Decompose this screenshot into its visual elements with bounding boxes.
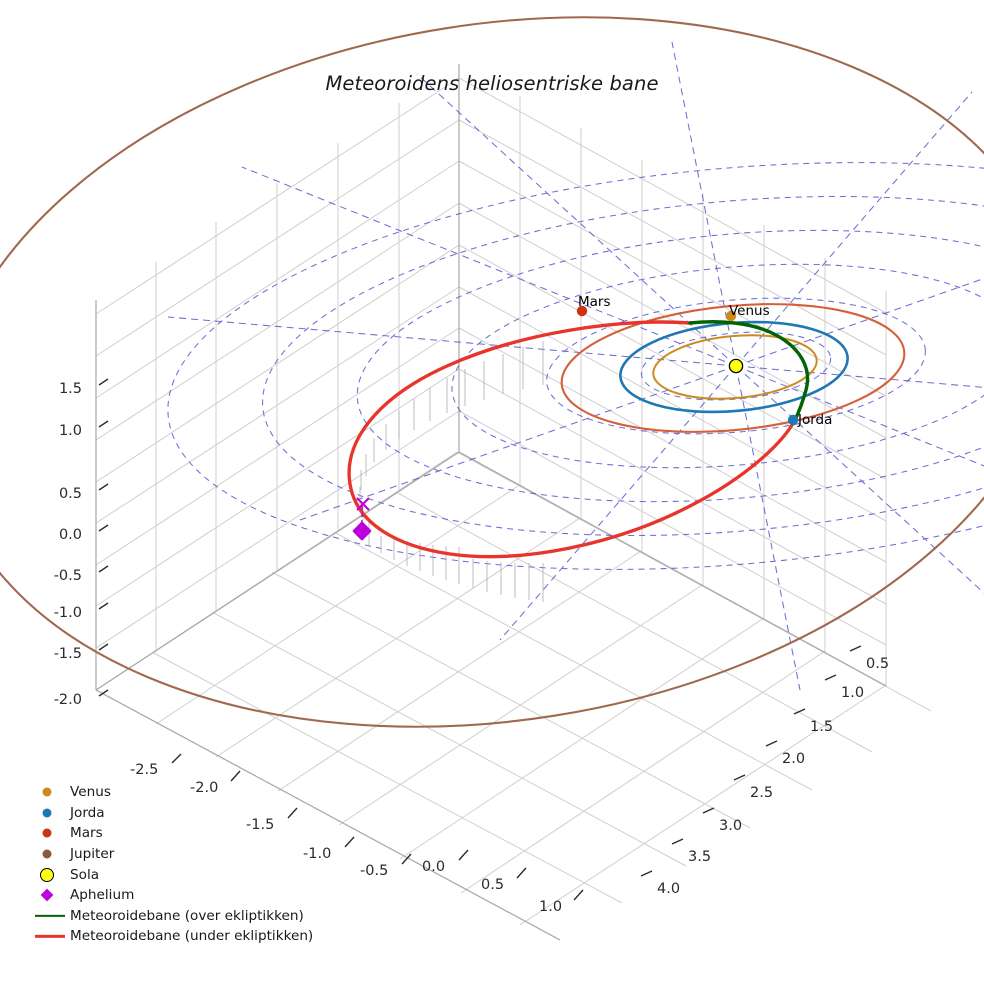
- legend: Venus Jorda Mars Jupiter Sola: [32, 782, 332, 947]
- tick-marks: [98, 378, 862, 901]
- meteoroid-stem-lines: [359, 341, 544, 602]
- legend-label-venus: Venus: [70, 784, 111, 801]
- legend-label-orbit-under: Meteoroidebane (under ekliptikken): [70, 928, 314, 945]
- polar-grid: [167, 41, 984, 691]
- annotation-venus: Venus: [729, 303, 770, 319]
- green-line-icon: [32, 906, 70, 926]
- axis-spines: [95, 64, 887, 941]
- legend-item-jupiter[interactable]: Jupiter: [32, 844, 332, 865]
- y-tick-7: 4.0: [657, 881, 681, 897]
- x-tick-2: -1.5: [246, 817, 275, 833]
- z-tick-6: -1.5: [53, 646, 82, 662]
- legend-label-orbit-over: Meteoroidebane (over ekliptikken): [70, 907, 304, 924]
- jupiter-orbit: [0, 16, 984, 728]
- x-tick-6: 0.5: [481, 877, 505, 893]
- x-tick-7: 1.0: [539, 899, 563, 915]
- z-tick-4: -0.5: [53, 568, 82, 584]
- y-tick-5: 3.0: [719, 818, 743, 834]
- annotation-jorda: Jorda: [798, 412, 833, 428]
- meteoroid-orbit-under: [347, 320, 797, 559]
- page-title: Meteoroidens heliosentriske bane: [325, 72, 659, 95]
- legend-label-aphelium: Aphelium: [70, 887, 135, 904]
- x-tick-1: -2.0: [190, 780, 219, 796]
- z-tick-7: -2.0: [53, 692, 82, 708]
- legend-label-jupiter: Jupiter: [70, 846, 115, 863]
- x-tick-0: -2.5: [130, 762, 159, 778]
- y-tick-1: 1.0: [841, 685, 865, 701]
- mars-marker-icon: [576, 305, 588, 317]
- aphelium-x-icon: [356, 497, 370, 511]
- red-line-icon: [32, 926, 70, 946]
- venus-dot-icon: [32, 782, 70, 802]
- x-tick-4: -0.5: [360, 863, 389, 879]
- aphelium-marker-group: [352, 497, 372, 541]
- venus-marker-icon: [725, 310, 737, 322]
- mars-dot-icon: [32, 823, 70, 843]
- legend-item-sola[interactable]: Sola: [32, 864, 332, 885]
- y-tick-3: 2.0: [782, 751, 806, 767]
- sola-dot-icon: [32, 865, 70, 885]
- y-tick-2: 1.5: [810, 719, 834, 735]
- legend-item-orbit-over[interactable]: Meteoroidebane (over ekliptikken): [32, 906, 332, 927]
- x-tick-5: 0.0: [422, 859, 446, 875]
- jorda-marker-icon: [787, 414, 799, 426]
- aphelium-diamond-icon: [352, 521, 372, 541]
- legend-item-orbit-under[interactable]: Meteoroidebane (under ekliptikken): [32, 926, 332, 947]
- z-tick-1: 1.0: [58, 423, 82, 439]
- y-tick-6: 3.5: [688, 849, 712, 865]
- z-tick-5: -1.0: [53, 605, 82, 621]
- mars-orbit: [560, 303, 906, 433]
- jorda-dot-icon: [32, 803, 70, 823]
- legend-item-jorda[interactable]: Jorda: [32, 803, 332, 824]
- legend-item-aphelium[interactable]: Aphelium: [32, 885, 332, 906]
- x-tick-3: -1.0: [303, 846, 332, 862]
- legend-item-venus[interactable]: Venus: [32, 782, 332, 803]
- sola-marker-icon: [728, 358, 744, 374]
- legend-item-mars[interactable]: Mars: [32, 823, 332, 844]
- aphelium-diamond-icon: [32, 885, 70, 905]
- z-tick-3: 0.0: [58, 527, 82, 543]
- y-tick-0: 0.5: [866, 656, 890, 672]
- legend-label-jorda: Jorda: [70, 804, 105, 821]
- z-tick-2: 0.5: [58, 486, 82, 502]
- z-tick-0: 1.5: [58, 381, 82, 397]
- body-markers: [576, 305, 799, 426]
- annotation-mars: Mars: [578, 294, 611, 310]
- meteoroid-orbit-over: [688, 320, 810, 422]
- jupiter-dot-icon: [32, 844, 70, 864]
- venus-orbit: [652, 334, 818, 400]
- legend-label-sola: Sola: [70, 866, 100, 883]
- legend-label-mars: Mars: [70, 825, 103, 842]
- y-tick-4: 2.5: [750, 785, 774, 801]
